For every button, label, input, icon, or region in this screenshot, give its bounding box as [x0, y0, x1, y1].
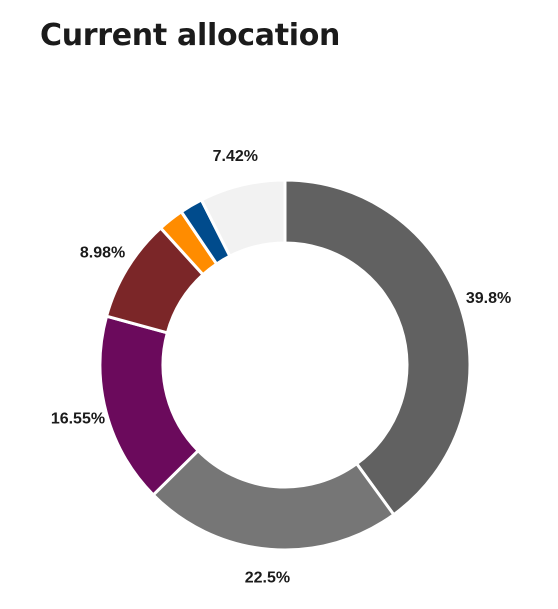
donut-labels: 39.8% 22.5% 16.55% 8.98% 7.42%: [51, 148, 511, 586]
slice-label-3: 16.55%: [51, 410, 105, 427]
donut-slice-1[interactable]: [283, 178, 472, 517]
slice-label-4: 8.98%: [80, 244, 125, 261]
donut-slice-7[interactable]: [199, 178, 287, 259]
slice-label-2: 22.5%: [245, 569, 290, 586]
slice-label-1: 39.8%: [466, 290, 511, 307]
slice-label-7: 7.42%: [213, 148, 258, 165]
donut-slices: [98, 178, 472, 552]
chart-title: Current allocation: [40, 18, 341, 53]
donut-slice-2[interactable]: [151, 448, 396, 552]
